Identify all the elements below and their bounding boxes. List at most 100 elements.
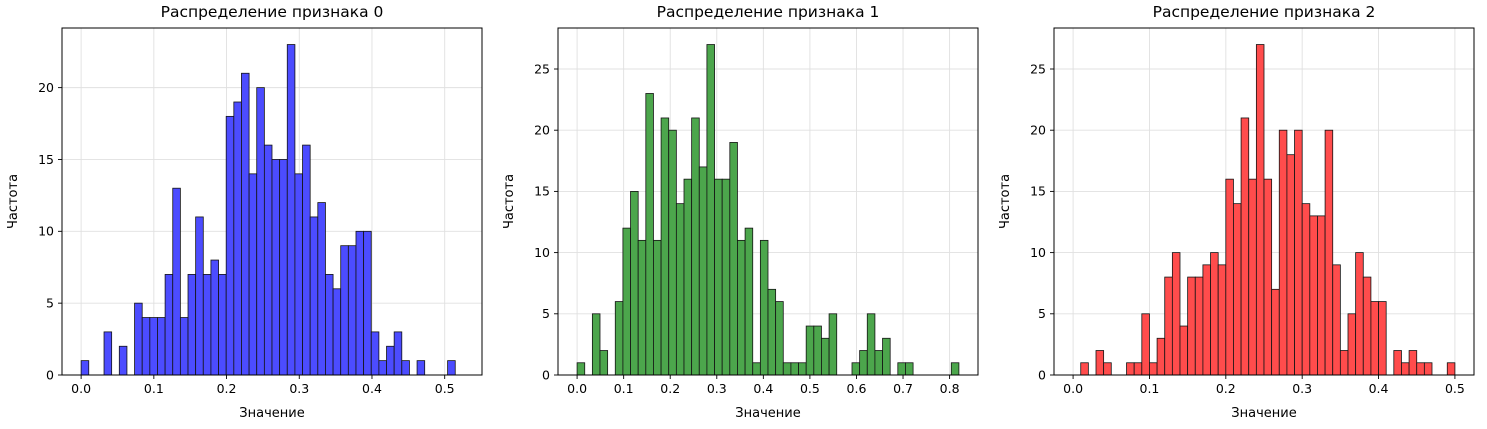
- histogram-bar: [1294, 129, 1303, 376]
- histogram-bar: [241, 72, 250, 376]
- histogram-bar: [80, 360, 90, 376]
- histogram-bar: [1141, 313, 1150, 376]
- histogram-bar: [309, 216, 319, 376]
- x-tick-label: 0.3: [1292, 381, 1312, 396]
- x-tick-label: 0.6: [847, 381, 867, 396]
- histogram-bar: [637, 239, 647, 376]
- y-tick-label: 15: [1030, 184, 1046, 199]
- y-tick-label: 10: [1030, 245, 1046, 260]
- histogram-bar: [1278, 129, 1288, 376]
- y-axis-label: Частота: [502, 174, 517, 229]
- histogram-bar: [1416, 362, 1425, 376]
- histogram-bar: [386, 345, 395, 376]
- histogram-bar: [157, 317, 166, 376]
- histogram-bar: [660, 117, 670, 376]
- histogram-bar: [202, 274, 212, 376]
- x-tick-label: 0.7: [893, 381, 913, 396]
- y-tick-label: 5: [1038, 306, 1046, 321]
- x-tick-label: 0.1: [614, 381, 634, 396]
- histogram-bar: [828, 313, 838, 376]
- x-tick-label: 0.8: [940, 381, 960, 396]
- histogram-bar: [103, 331, 113, 376]
- histogram-bar: [1080, 362, 1089, 376]
- histogram-bar: [897, 362, 906, 376]
- histogram-bar: [393, 331, 403, 376]
- y-tick-label: 25: [534, 61, 550, 76]
- histogram-bar: [1156, 337, 1166, 376]
- plot-area: 0.0 0.1 0.2 0.3 0.4 0.5 0 5 10 15 20 25: [1030, 27, 1475, 396]
- histogram-bar: [1401, 362, 1410, 376]
- axes-spine: [557, 27, 979, 376]
- histogram-bar: [821, 337, 830, 376]
- y-tick-label: 15: [534, 184, 550, 199]
- y-tick-label: 5: [542, 306, 550, 321]
- y-axis-label: Частота: [998, 174, 1013, 229]
- histogram-bar: [271, 159, 281, 376]
- histogram-bar: [1370, 301, 1379, 376]
- histogram-panel-feature-1: 0.0 0.1 0.2 0.3 0.4 0.5 0.6 0.7 0.8 0 5 10 15 20 25 Ра…: [496, 0, 991, 429]
- histogram-bar: [263, 144, 273, 376]
- histogram-bar: [187, 274, 197, 376]
- histogram-bar: [1103, 362, 1112, 376]
- y-tick-label: 5: [46, 295, 54, 310]
- histogram-bar: [1202, 264, 1211, 376]
- histogram-bar: [576, 362, 586, 376]
- histogram-bar: [1240, 117, 1250, 376]
- x-tick-label: 0.2: [1216, 381, 1236, 396]
- histogram-bar: [317, 202, 326, 376]
- histogram-bar: [1271, 288, 1280, 376]
- histogram-bar: [950, 362, 960, 376]
- x-tick-label: 0.4: [1369, 381, 1389, 396]
- histogram-bar: [866, 313, 876, 376]
- histogram-bar: [378, 360, 387, 376]
- histogram-bar: [1309, 215, 1318, 376]
- x-tick-label: 0.4: [753, 381, 773, 396]
- histogram-bar: [675, 203, 685, 376]
- histogram-bar: [1347, 313, 1357, 376]
- histogram-bar: [1179, 325, 1189, 376]
- histogram-bar: [279, 159, 288, 376]
- axes-spine: [1053, 27, 1475, 376]
- histogram-bar: [1194, 276, 1204, 376]
- histogram-bar: [859, 350, 868, 376]
- x-tick-label: 0.5: [1445, 381, 1465, 396]
- histogram-bar: [149, 317, 158, 376]
- x-tick-label: 0.3: [289, 381, 309, 396]
- histogram-bar: [1355, 252, 1364, 376]
- axes-spine: [61, 27, 483, 376]
- histogram-bar: [905, 362, 914, 376]
- histogram-bar: [233, 101, 242, 376]
- histogram-bar: [1317, 215, 1326, 376]
- histogram-bar: [759, 239, 769, 376]
- histogram-bar: [134, 302, 143, 376]
- histogram-bar: [599, 350, 609, 376]
- histogram-bar: [1263, 178, 1273, 376]
- histogram-bar: [218, 274, 227, 376]
- x-tick-label: 0.4: [362, 381, 382, 396]
- histogram-bar: [790, 362, 799, 376]
- histogram-bar: [1095, 350, 1105, 376]
- histogram-bar: [691, 117, 700, 376]
- y-tick-label: 15: [38, 152, 54, 167]
- histogram-panel-feature-2: 0.0 0.1 0.2 0.3 0.4 0.5 0 5 10 15 20 25 Распределен…: [992, 0, 1487, 429]
- histogram-bar: [1301, 203, 1311, 376]
- histogram-bar: [141, 317, 151, 376]
- histogram-bar: [325, 274, 334, 376]
- histogram-bar: [1339, 350, 1349, 376]
- histogram-bar: [798, 362, 807, 376]
- histogram-bar: [805, 325, 815, 376]
- x-tick-label: 0.0: [71, 381, 91, 396]
- histogram-bar: [622, 227, 631, 376]
- x-tick-label: 0.3: [707, 381, 727, 396]
- y-tick-label: 20: [38, 80, 54, 95]
- histogram-bar: [294, 173, 303, 376]
- histogram-bar: [195, 216, 204, 376]
- histogram-bar: [767, 288, 777, 376]
- x-tick-label: 0.2: [217, 381, 237, 396]
- plot-area: 0.0 0.1 0.2 0.3 0.4 0.5 0.6 0.7 0.8 0 5 10 15 20 25: [534, 27, 979, 396]
- histogram-bar: [721, 178, 731, 376]
- histogram-bar: [256, 87, 265, 376]
- histogram-bar: [653, 239, 662, 376]
- chart-title: Распределение признака 2: [1153, 3, 1376, 21]
